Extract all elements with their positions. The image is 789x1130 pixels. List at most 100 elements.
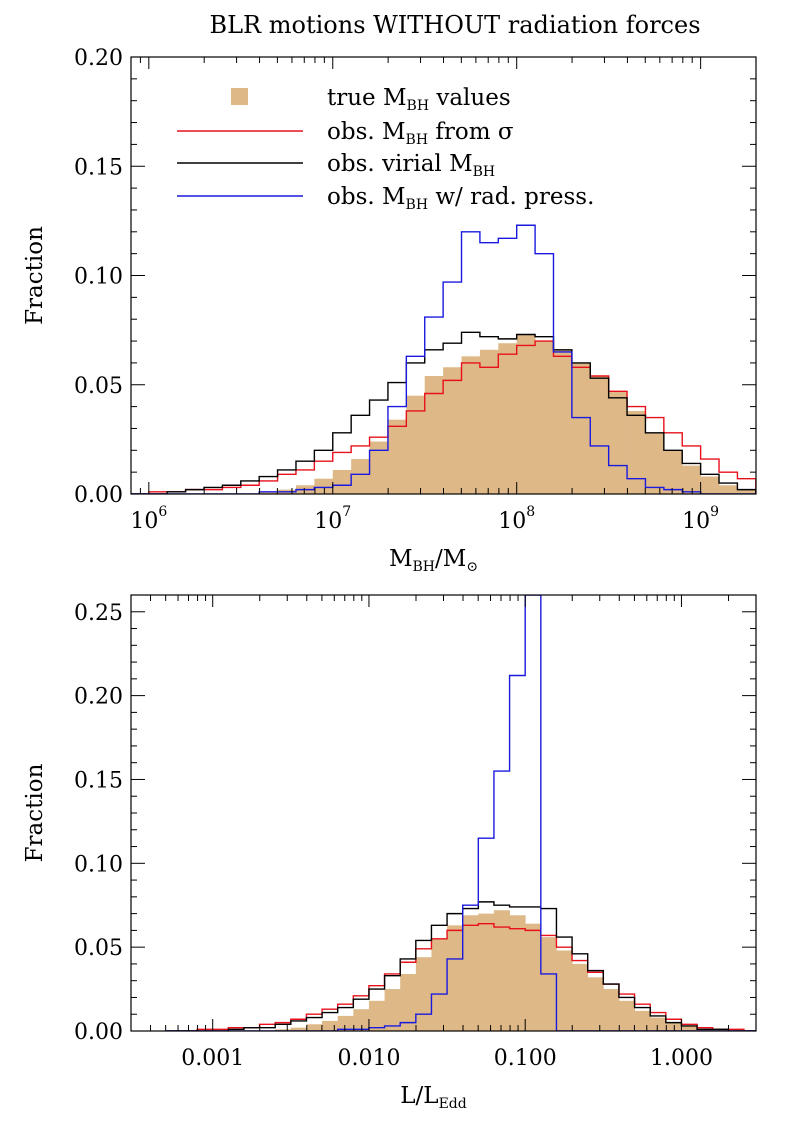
bar-true-9 (306, 1024, 323, 1031)
x-tick-label-2: 108 (498, 504, 535, 534)
bar-true-33 (719, 485, 738, 494)
series-radpress (131, 224, 756, 494)
y-axis-label: Fraction (22, 226, 48, 325)
series-sigma (131, 340, 756, 494)
series-true (275, 910, 729, 1031)
plot-area (131, 224, 756, 494)
bar-true-21 (498, 343, 518, 494)
bar-true-17 (431, 938, 448, 1031)
bar-true-29 (645, 432, 665, 494)
x-tick-exp: 8 (526, 504, 535, 520)
x-tick-label-2: 0.100 (494, 1046, 557, 1071)
bar-true-16 (406, 395, 426, 494)
bar-true-15 (387, 419, 407, 494)
x-tick-label-1: 107 (314, 504, 351, 534)
y-tick-label-2: 0.10 (74, 852, 123, 877)
bar-true-23 (525, 923, 542, 1031)
legend-text-pre: obs. M (327, 119, 406, 145)
legend: true MBH values obs. MBH from σ obs. viria… (177, 85, 594, 213)
bar-true-27 (587, 977, 604, 1031)
bar-true-8 (290, 1027, 307, 1031)
bar-true-30 (663, 450, 683, 494)
bar-true-26 (590, 376, 610, 494)
legend-text-sub: BH (406, 197, 429, 213)
x-label-main: L/L (400, 1083, 438, 1109)
x-tick-base: 10 (314, 509, 342, 534)
legend-entry-true: true MBH values (231, 85, 511, 114)
legend-text-sub: BH (473, 164, 496, 180)
legend-entry-sigma: obs. MBH from σ (177, 119, 514, 148)
legend-entry-virial: obs. virial MBH (177, 151, 495, 180)
bar-true-23 (535, 341, 554, 494)
x-axis-label: MBH/M⊙ (389, 546, 478, 575)
bar-true-24 (553, 349, 573, 494)
line-sigma (131, 340, 756, 494)
x-tick-label-0: 106 (130, 504, 167, 534)
line-sigma (165, 922, 756, 1031)
legend-text-sub: BH (407, 98, 430, 114)
bar-true-19 (462, 915, 479, 1031)
bar-true-18 (447, 925, 464, 1031)
legend-label-radpress: obs. MBH w/ rad. press. (327, 184, 594, 213)
bar-true-32 (700, 476, 720, 494)
line-virial (131, 331, 756, 494)
x-label-sub: Edd (439, 1096, 467, 1112)
x-tick-label-3: 1.000 (650, 1046, 713, 1071)
legend-text-sub: BH (406, 132, 429, 148)
bar-true-24 (540, 937, 557, 1031)
bar-true-35 (712, 1029, 729, 1031)
bar-true-28 (603, 989, 620, 1031)
bar-true-27 (608, 391, 628, 494)
bar-true-33 (681, 1025, 698, 1031)
bar-true-18 (443, 367, 462, 494)
bar-true-22 (516, 334, 536, 494)
bar-true-19 (461, 356, 481, 494)
bar-true-15 (400, 973, 417, 1031)
series-radpress (165, 595, 756, 1031)
line-radpress (131, 224, 756, 494)
series-true (259, 334, 756, 494)
bar-true-8 (259, 491, 278, 494)
x-tick-exp: 7 (342, 504, 351, 520)
y-tick-label-4: 0.20 (74, 46, 123, 71)
line-radpress (165, 595, 756, 1031)
bar-true-11 (314, 478, 334, 494)
bar-true-12 (332, 469, 352, 494)
legend-text-pre: obs. virial M (327, 151, 473, 177)
legend-label-true: true MBH values (327, 85, 511, 114)
series-sigma (165, 922, 756, 1031)
legend-swatch-true (231, 88, 248, 105)
bar-true-26 (572, 963, 589, 1031)
bar-true-10 (322, 1020, 339, 1031)
bar-true-12 (353, 1009, 370, 1031)
y-tick-label-1: 0.05 (74, 936, 123, 961)
y-tick-label-2: 0.10 (74, 265, 123, 290)
bar-true-14 (369, 441, 389, 494)
x-tick-base: 10 (130, 509, 158, 534)
bar-true-17 (424, 376, 444, 494)
legend-text-pre: obs. M (327, 184, 406, 210)
x-tick-exp: 9 (710, 504, 719, 520)
y-tick-label-1: 0.05 (74, 374, 123, 399)
y-tick-label-3: 0.15 (74, 155, 123, 180)
bar-true-34 (697, 1029, 714, 1031)
y-tick-label-5: 0.25 (74, 601, 123, 626)
x-tick-label-0: 0.001 (181, 1046, 244, 1071)
y-axis-label: Fraction (22, 763, 48, 862)
figure-title: BLR motions WITHOUT radiation forces (209, 11, 700, 39)
y-tick-label-4: 0.20 (74, 685, 123, 710)
legend-label-sigma: obs. MBH from σ (327, 119, 514, 148)
x-label-mid: /M (435, 546, 466, 572)
bar-true-25 (556, 950, 573, 1031)
x-tick-base: 10 (682, 509, 710, 534)
y-tick-label-0: 0.00 (74, 1020, 123, 1045)
bar-true-25 (571, 362, 591, 494)
panel-eddington: 0.001 0.010 0.100 1.000 0.00 0.05 0.10 0.15 0.20… (22, 594, 757, 1112)
panel-mass: 106 107 108 1090.000.050.100.150.20Fraction… (22, 46, 757, 575)
bar-true-28 (627, 410, 646, 494)
bar-true-31 (682, 465, 702, 494)
x-tick-exp: 6 (158, 504, 167, 520)
bar-true-13 (368, 1000, 385, 1031)
bar-true-29 (618, 1000, 635, 1031)
